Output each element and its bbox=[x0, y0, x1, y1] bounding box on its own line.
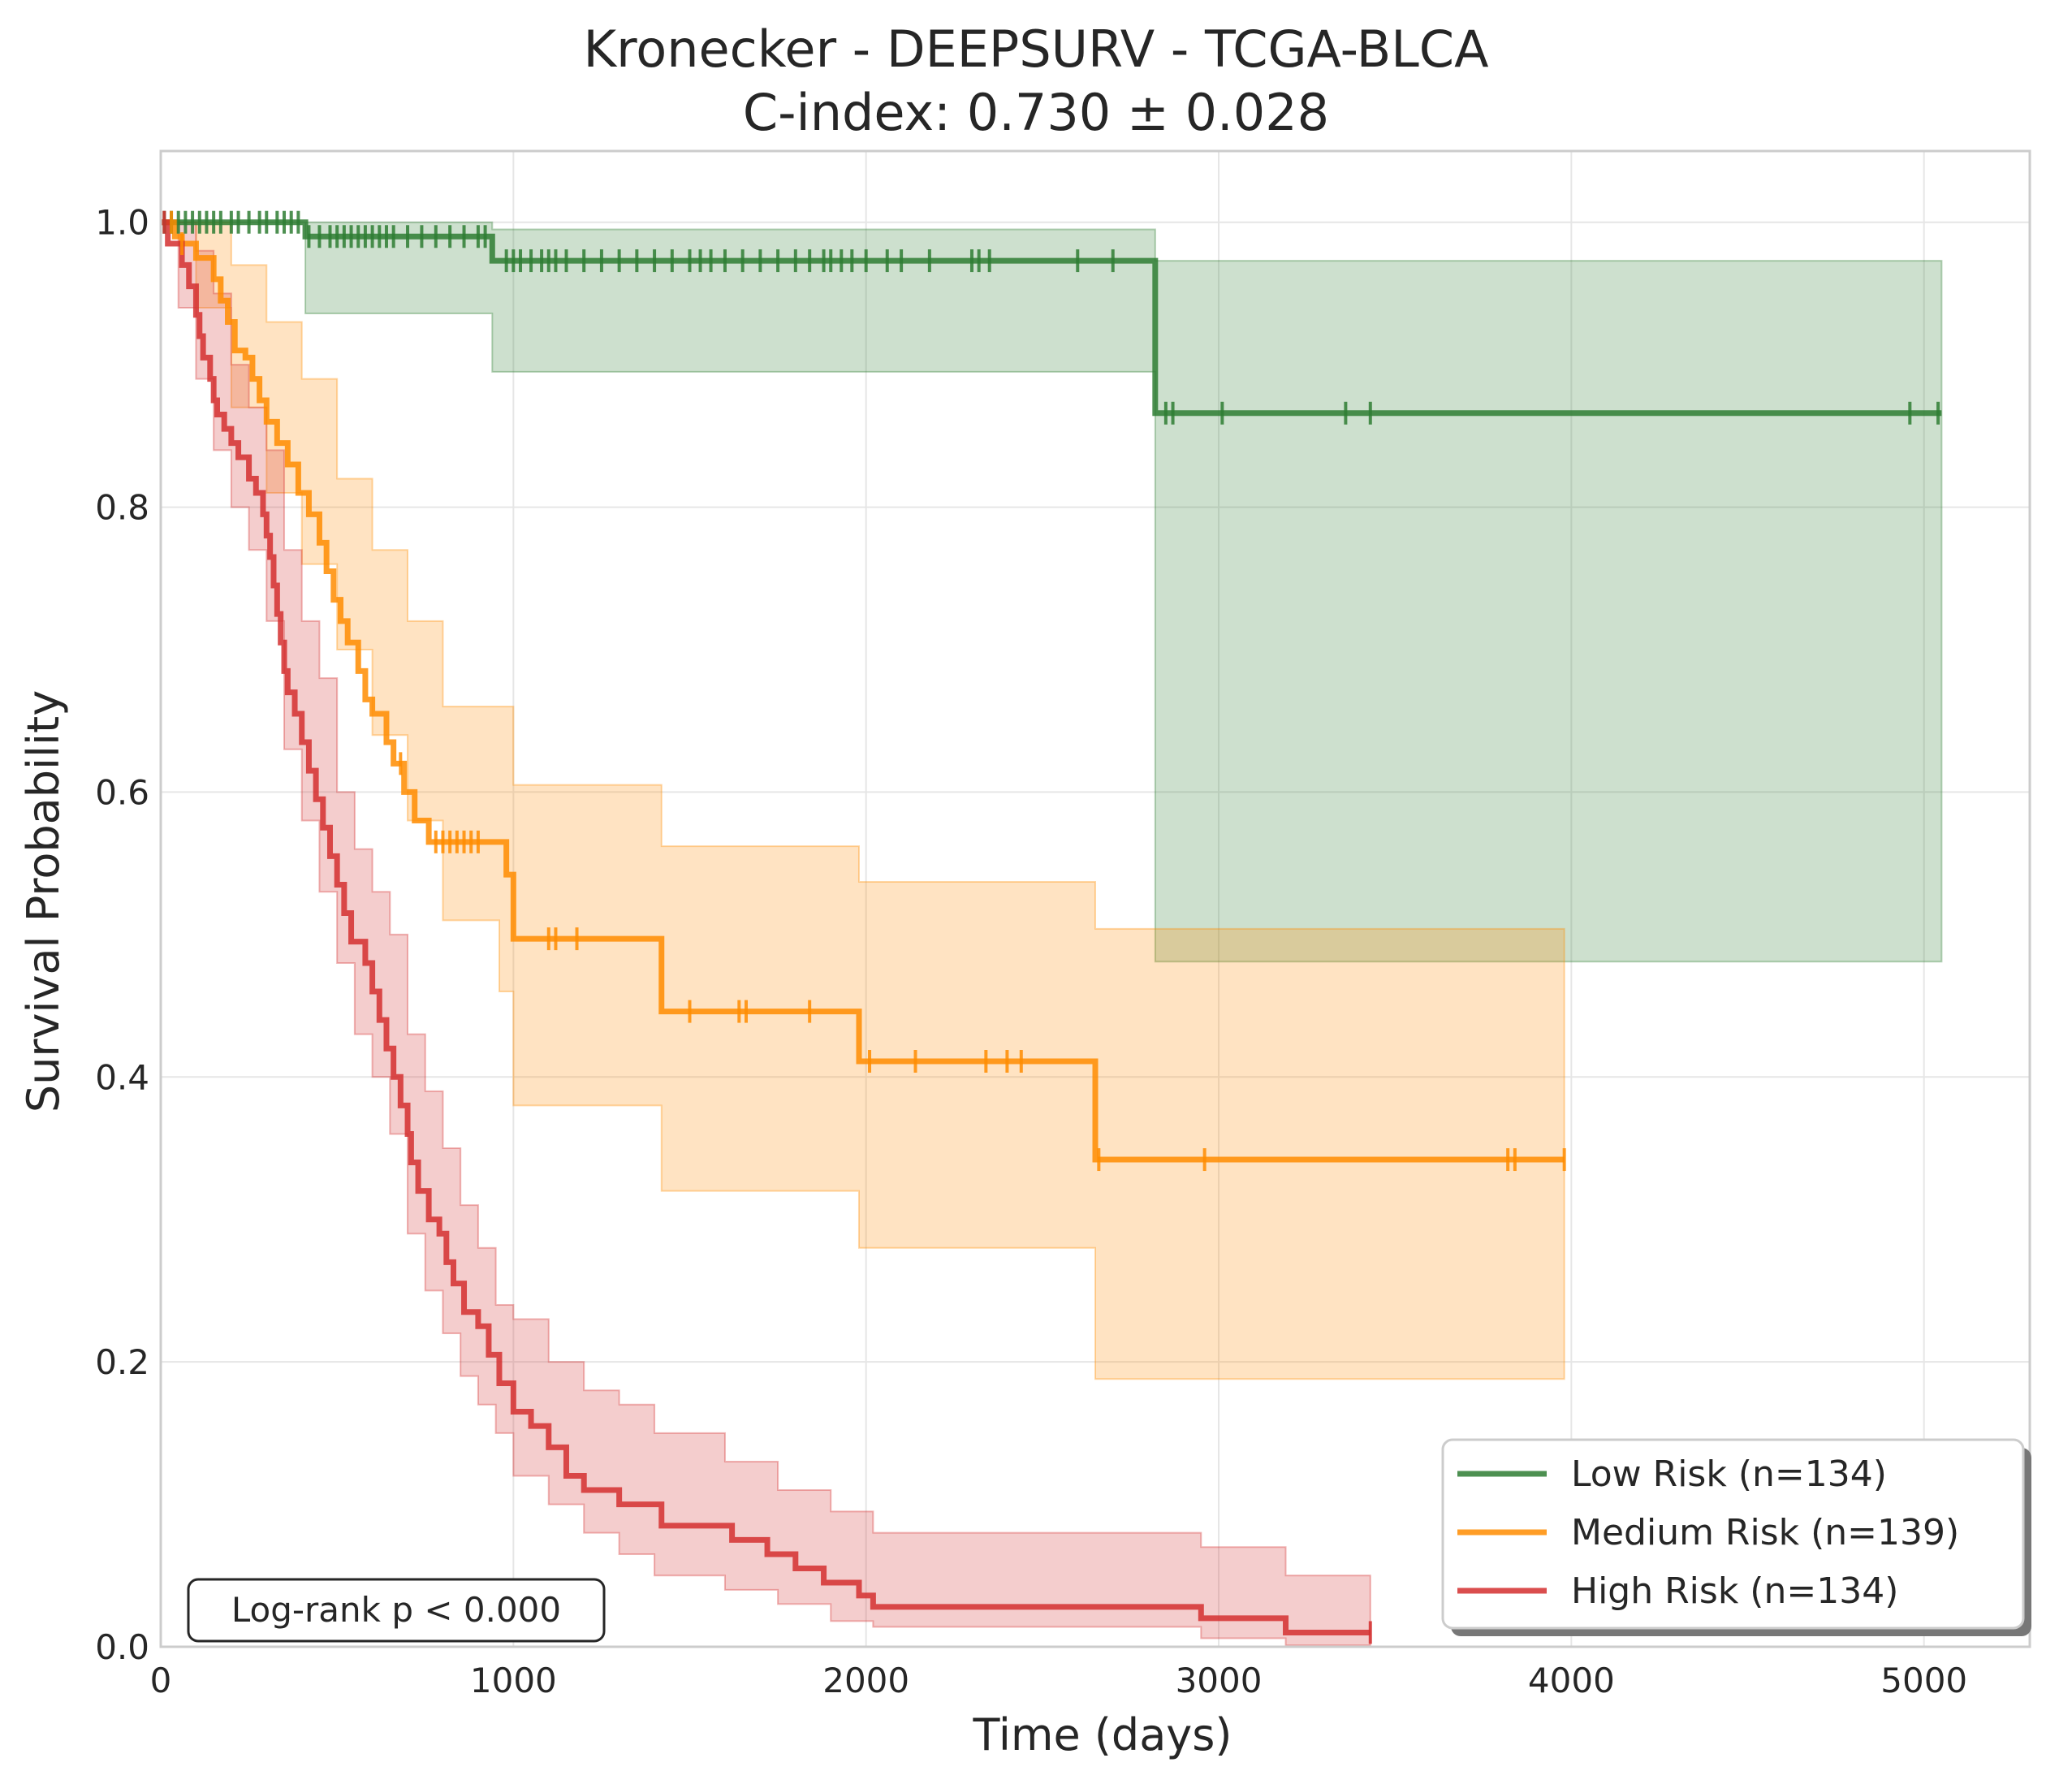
legend-label-low-risk: Low Risk (n=134) bbox=[1571, 1454, 1887, 1495]
x-tick-label: 2000 bbox=[822, 1661, 909, 1700]
y-tick-label: 1.0 bbox=[95, 203, 149, 243]
survival-curve-medium-risk bbox=[161, 219, 1565, 1163]
chart-title: Kronecker - DEEPSURV - TCGA-BLCA bbox=[583, 19, 1488, 79]
legend-label-high-risk: High Risk (n=134) bbox=[1571, 1570, 1898, 1612]
survival-curves bbox=[161, 219, 1942, 1635]
y-tick-label: 0.8 bbox=[95, 488, 149, 528]
axis-ticks: 0 1000 2000 3000 4000 5000 0.0 0.2 0.4 0.6 0.8 1.0 bbox=[95, 203, 1967, 1700]
survival-curve-low-risk bbox=[161, 219, 1942, 417]
chart-subtitle: C-index: 0.730 ± 0.028 bbox=[743, 83, 1329, 142]
y-tick-label: 0.0 bbox=[95, 1627, 149, 1667]
legend: Low Risk (n=134) Medium Risk (n=139) Hig… bbox=[1441, 1438, 2031, 1636]
y-tick-label: 0.2 bbox=[95, 1342, 149, 1382]
x-tick-label: 0 bbox=[150, 1661, 172, 1700]
logrank-annotation: Log-rank p < 0.000 bbox=[187, 1578, 606, 1643]
censor-marks bbox=[162, 210, 1940, 1644]
x-tick-label: 4000 bbox=[1528, 1661, 1615, 1700]
ci-band-low-risk bbox=[161, 221, 1943, 963]
ci-band-medium-risk bbox=[161, 221, 1565, 1380]
x-tick-label: 5000 bbox=[1880, 1661, 1967, 1700]
y-tick-label: 0.6 bbox=[95, 772, 149, 812]
x-axis-label: Time (days) bbox=[973, 1709, 1232, 1760]
x-tick-label: 1000 bbox=[470, 1661, 557, 1700]
plot-frame bbox=[159, 149, 2031, 1648]
y-axis-label: Survival Probability bbox=[18, 690, 69, 1112]
x-tick-label: 3000 bbox=[1176, 1661, 1263, 1700]
survival-curve-high-risk bbox=[161, 219, 1371, 1635]
logrank-text: Log-rank p < 0.000 bbox=[231, 1590, 561, 1630]
y-tick-label: 0.4 bbox=[95, 1057, 149, 1097]
legend-label-medium-risk: Medium Risk (n=139) bbox=[1571, 1512, 1959, 1553]
